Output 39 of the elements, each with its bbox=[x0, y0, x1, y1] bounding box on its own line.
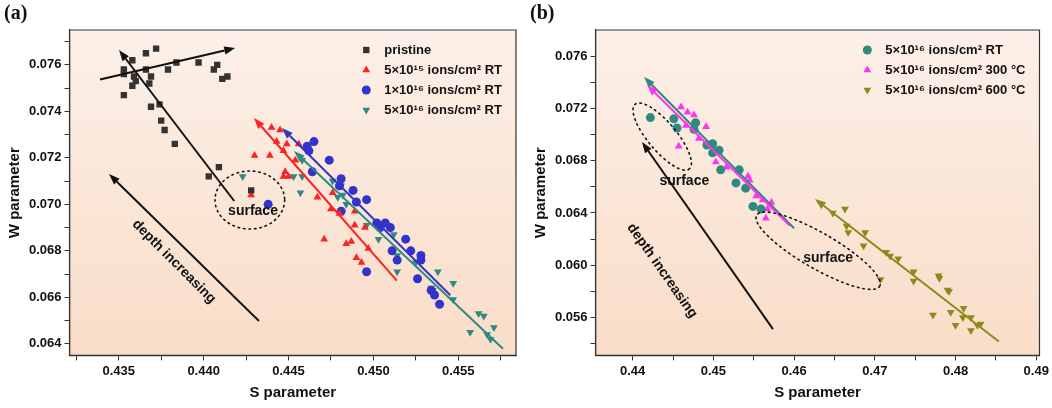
x-tick-label: 0.455 bbox=[442, 362, 475, 378]
x-tick-label: 0.48 bbox=[942, 362, 969, 378]
x-tick-label: 0.450 bbox=[357, 362, 390, 378]
legend-label: 5×10¹⁶ ions/cm² 300 °C bbox=[885, 61, 1027, 77]
x-tick-label: 0.46 bbox=[781, 362, 807, 378]
y-tick-label: 0.072 bbox=[28, 149, 62, 165]
y-tick-label: 0.060 bbox=[554, 256, 588, 272]
y-tick-label: 0.064 bbox=[28, 335, 63, 351]
x-tick-label: 0.47 bbox=[862, 362, 888, 378]
y-tick-label: 0.056 bbox=[554, 309, 588, 325]
x-tick-label: 0.49 bbox=[1023, 362, 1049, 378]
y-tick-label: 0.066 bbox=[28, 288, 62, 304]
annotation: surface bbox=[228, 202, 279, 219]
x-tick-label: 0.445 bbox=[272, 362, 305, 378]
legend-label: 1×10¹⁶ ions/cm² RT bbox=[384, 81, 502, 97]
legend-label: 5×10¹⁶ ions/cm² RT bbox=[384, 101, 502, 117]
x-axis-title: S parameter bbox=[249, 383, 337, 401]
y-tick-label: 0.074 bbox=[28, 102, 63, 118]
y-axis-title: W parameter bbox=[5, 147, 23, 239]
x-tick-label: 0.435 bbox=[102, 362, 136, 378]
x-tick-label: 0.45 bbox=[700, 362, 727, 378]
legend-label: 5×10¹⁶ ions/cm² RT bbox=[885, 41, 1003, 57]
y-tick-label: 0.068 bbox=[28, 242, 62, 258]
x-tick-label: 0.44 bbox=[620, 362, 647, 378]
y-tick-label: 0.068 bbox=[554, 152, 588, 168]
legend-label: 5×10¹⁵ ions/cm² RT bbox=[384, 61, 503, 77]
chart-title: (b) bbox=[530, 1, 555, 25]
annotation: surface bbox=[803, 248, 854, 265]
y-axis-title: W parameter bbox=[531, 147, 549, 239]
x-axis-title: S parameter bbox=[774, 383, 862, 401]
y-tick-label: 0.076 bbox=[554, 47, 588, 63]
y-tick-label: 0.064 bbox=[554, 204, 589, 220]
chart-title: (a) bbox=[4, 1, 28, 25]
y-tick-label: 0.070 bbox=[28, 195, 62, 211]
legend-label: pristine bbox=[384, 41, 432, 57]
legend-label: 5×10¹⁶ ions/cm² 600 °C bbox=[885, 81, 1027, 97]
x-tick-label: 0.440 bbox=[187, 362, 220, 378]
y-tick-label: 0.072 bbox=[554, 99, 588, 115]
y-tick-label: 0.076 bbox=[28, 56, 62, 72]
